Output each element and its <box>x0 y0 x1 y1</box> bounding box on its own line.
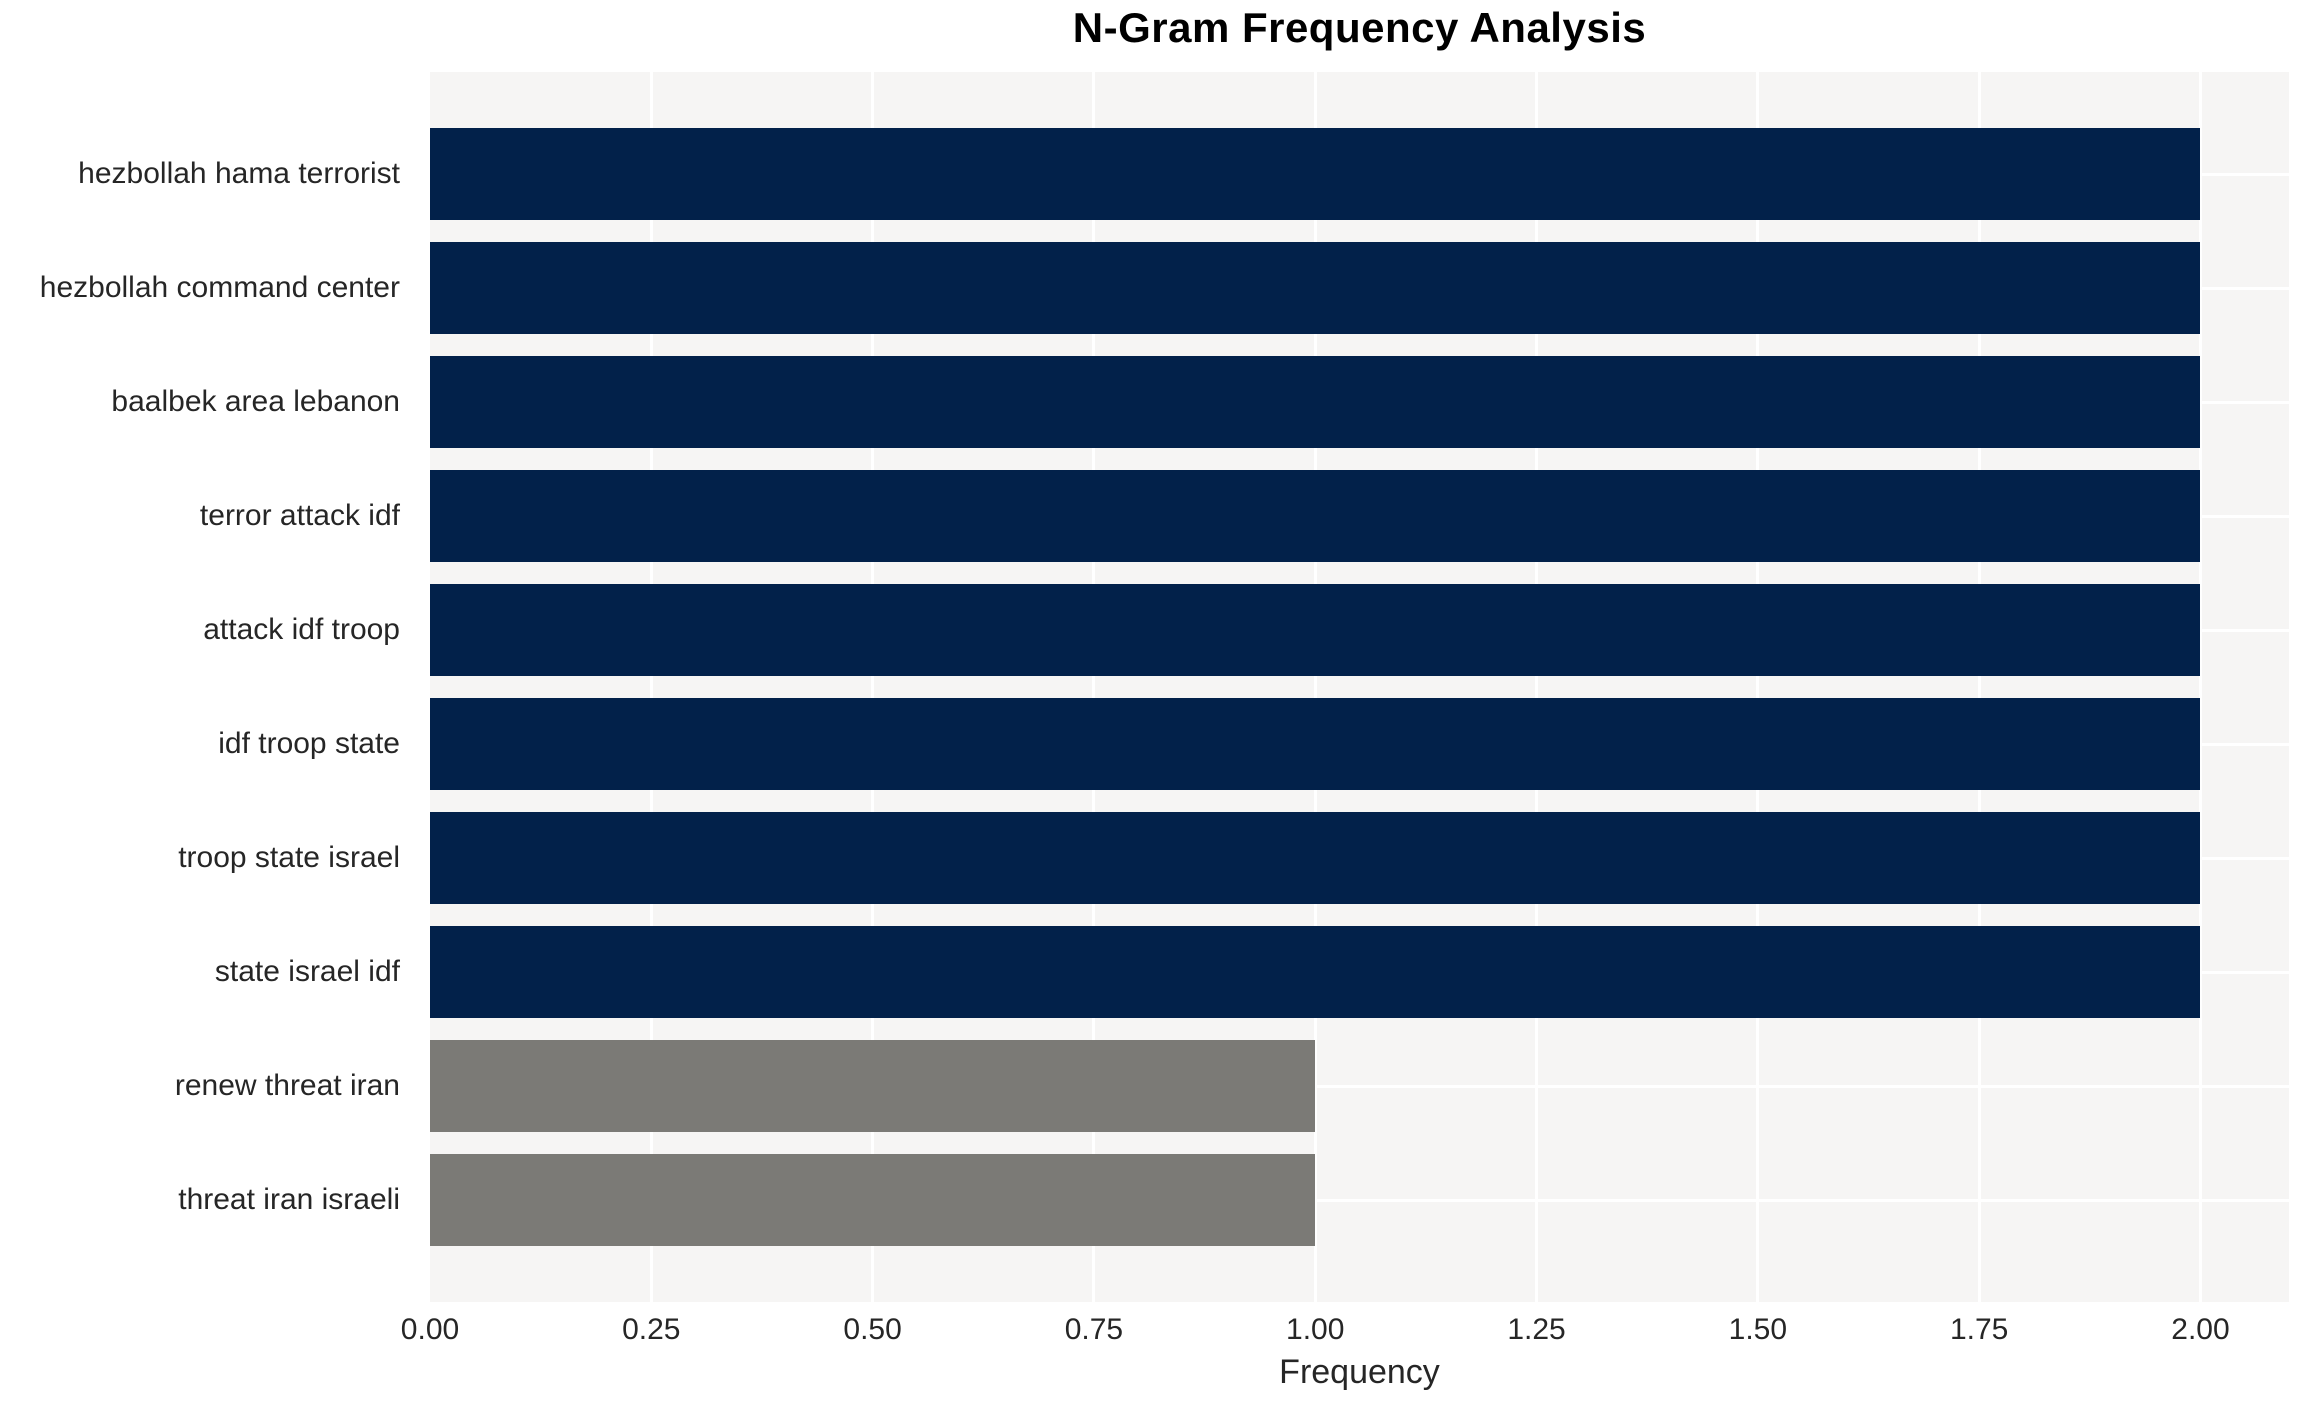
gridline-horizontal <box>430 1084 2289 1088</box>
bar <box>430 1040 1316 1132</box>
gridline-vertical <box>649 72 653 1302</box>
bar <box>430 812 2201 904</box>
bar-rows <box>430 117 2289 1257</box>
y-axis-label: threat iran israeli <box>178 1183 400 1216</box>
chart-title: N-Gram Frequency Analysis <box>1072 4 1647 51</box>
y-axis-label: attack idf troop <box>203 613 400 646</box>
bar <box>430 926 2201 1018</box>
y-axis-label: renew threat iran <box>174 1069 400 1102</box>
bar-row <box>430 801 2289 915</box>
x-tick-label: 0.25 <box>622 1313 681 1346</box>
bar <box>430 698 2201 790</box>
x-axis-label: Frequency <box>1279 1353 1440 1391</box>
y-axis-label: baalbek area lebanon <box>111 385 400 418</box>
gridline-vertical <box>2198 72 2202 1302</box>
y-axis-label: hezbollah command center <box>39 271 400 304</box>
x-tick-label: 0.75 <box>1064 1313 1124 1346</box>
gridline-vertical <box>1756 72 1760 1302</box>
bar-row <box>430 345 2289 459</box>
bar <box>430 584 2201 676</box>
plot-area <box>430 72 2289 1302</box>
bar-row <box>430 687 2289 801</box>
gridline-vertical <box>871 72 875 1302</box>
bar-row <box>430 117 2289 231</box>
x-tick-label: 1.50 <box>1728 1313 1788 1346</box>
gridline-vertical <box>1092 72 1096 1302</box>
bar <box>430 128 2201 220</box>
gridline-vertical <box>1535 72 1539 1302</box>
y-axis-label: hezbollah hama terrorist <box>78 157 400 190</box>
y-axis-label: terror attack idf <box>199 499 400 532</box>
gridline-vertical <box>1313 72 1317 1302</box>
bar <box>430 356 2201 448</box>
gridline-horizontal <box>430 1198 2289 1202</box>
bar <box>430 242 2201 334</box>
x-tick-label: 0.00 <box>400 1313 460 1346</box>
x-tick-label: 2.00 <box>2171 1313 2230 1346</box>
bar <box>430 1154 1316 1246</box>
y-axis-label: troop state israel <box>178 841 400 874</box>
x-tick-label: 1.25 <box>1507 1313 1566 1346</box>
bar-row <box>430 1143 2289 1257</box>
y-axis-label: idf troop state <box>218 727 400 760</box>
bar-row <box>430 915 2289 1029</box>
gridline-vertical <box>1977 72 1981 1302</box>
bar <box>430 470 2201 562</box>
x-tick-label: 1.00 <box>1286 1313 1345 1346</box>
x-axis-ticks: 0.00 0.25 0.50 0.75 1.00 1.25 1.50 1.75 2.00 <box>401 1313 2289 1351</box>
x-tick-label: 0.50 <box>843 1313 902 1346</box>
y-axis-labels: hezbollah hama terrorist hezbollah comman… <box>0 72 414 1302</box>
y-axis-label: state israel idf <box>214 955 400 988</box>
bar-row <box>430 459 2289 573</box>
bar-row <box>430 231 2289 345</box>
bar-row <box>430 573 2289 687</box>
x-tick-label: 1.75 <box>1949 1313 2009 1346</box>
bar-row <box>430 1029 2289 1143</box>
